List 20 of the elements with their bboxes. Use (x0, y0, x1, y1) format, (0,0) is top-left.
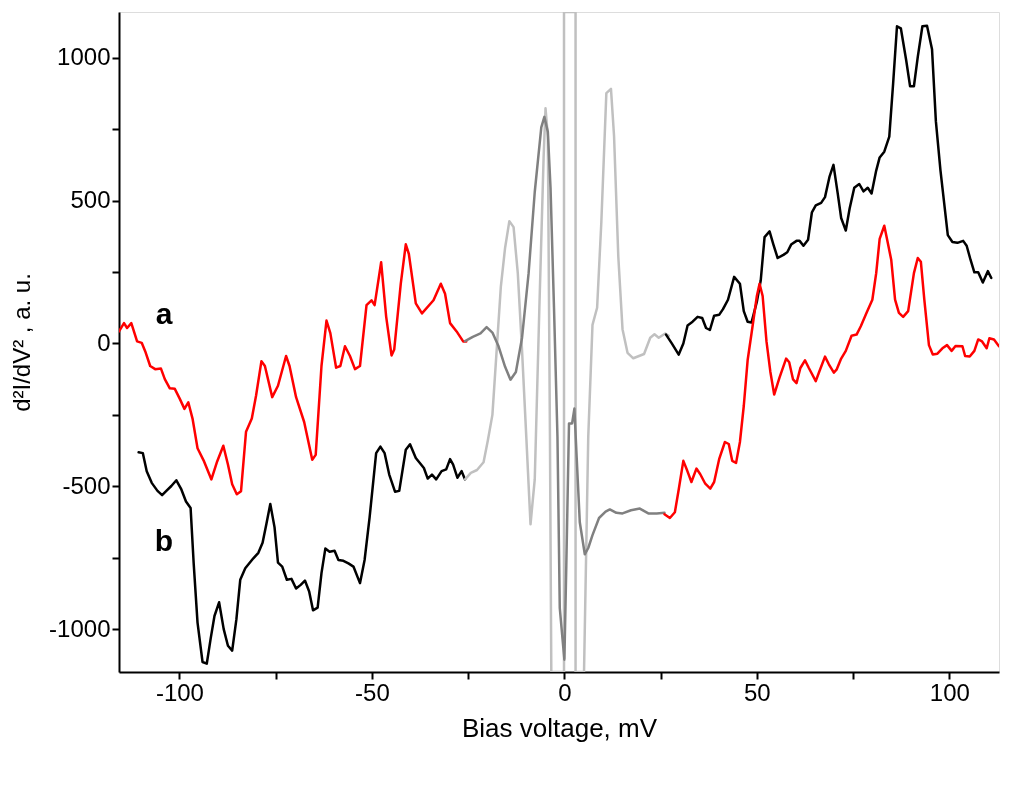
line-series (119, 243, 468, 496)
x-tick-label: -50 (355, 678, 390, 706)
y-tick-label: 500 (70, 186, 111, 214)
x-tick-label: 50 (744, 678, 771, 706)
line-series (463, 12, 670, 672)
x-tick-label: 100 (929, 678, 970, 706)
y-tick-label: 0 (97, 328, 111, 356)
line-series (463, 115, 666, 661)
x-axis-title: Bias voltage, mV (461, 712, 658, 743)
y-tick-label: -500 (62, 471, 111, 499)
line-series (663, 224, 999, 520)
y-tick-label: 1000 (57, 43, 111, 71)
x-tick-label: 0 (558, 678, 572, 706)
annotation: b (154, 524, 174, 557)
y-tick-label: -1000 (49, 614, 111, 642)
y-axis-title: d²I/dV² , a. u. (8, 273, 36, 412)
line-series (137, 443, 467, 665)
line-series (664, 24, 993, 356)
annotation: a (155, 297, 173, 330)
x-tick-label: -100 (155, 678, 204, 706)
